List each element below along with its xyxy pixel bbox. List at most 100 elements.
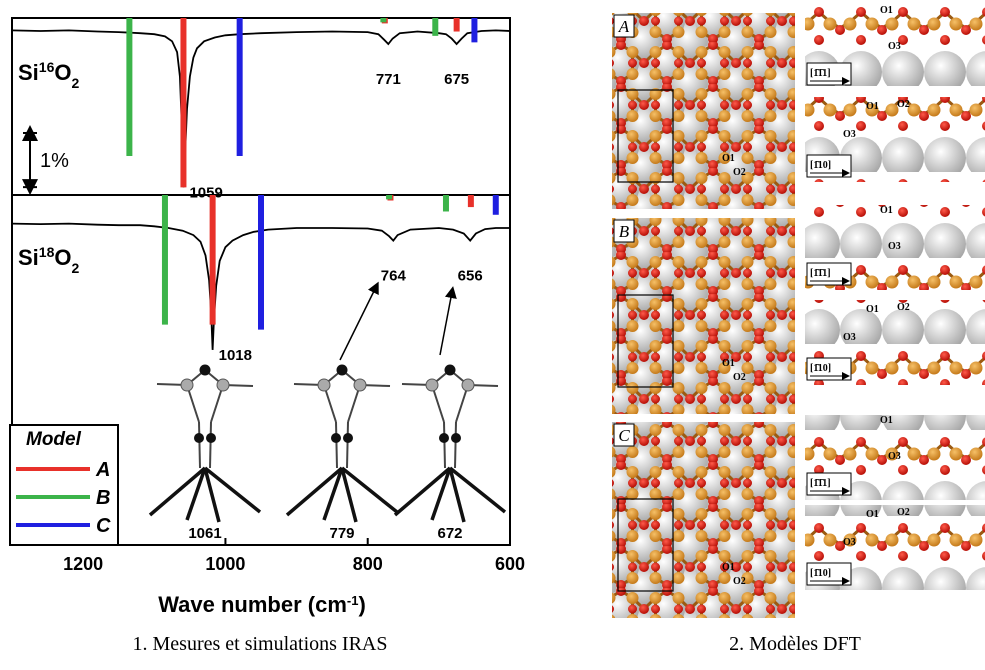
atom-label: O3: [843, 332, 856, 343]
atom-label: O1: [880, 5, 893, 16]
dft-models: A O1 O2 [1̄1̄1] O1 O3 [1̄10] O1 O2 O3 B O1 O2 [1̄1̄1]…: [612, 5, 985, 618]
unit-cell: [617, 498, 674, 592]
spectrum: [11, 29, 511, 188]
atom-label: O2: [897, 302, 910, 313]
atom-label: O2: [733, 372, 746, 383]
x-tick-label: 600: [495, 554, 525, 574]
legend-title: Model: [26, 429, 82, 450]
bond: [448, 467, 466, 523]
atom: [194, 433, 204, 443]
atom: [317, 378, 331, 392]
sample-part: O: [54, 245, 71, 270]
atom-label: O3: [888, 241, 901, 252]
peak-label: 764: [381, 268, 407, 285]
caption: 1. Mesures et simulations IRAS: [133, 633, 388, 655]
direction-label: [1̄1̄1]: [810, 268, 831, 279]
atom: [216, 378, 230, 392]
arrow: [339, 281, 379, 361]
atom: [439, 433, 449, 443]
atom-label: O2: [897, 99, 910, 110]
top-view: [612, 218, 795, 414]
mode-label: 672: [437, 525, 462, 542]
sample-part: 18: [39, 244, 55, 260]
direction-box: [806, 562, 852, 586]
bond: [285, 466, 344, 517]
atom: [180, 378, 194, 392]
x-tick-label: 1000: [205, 554, 245, 574]
bond: [454, 421, 457, 469]
atom-label: O2: [897, 507, 910, 518]
atom: [461, 378, 475, 392]
x-axis-label: Wave number (cm-1): [158, 592, 366, 617]
sample-part: 16: [39, 59, 55, 75]
atom-label: O1: [722, 358, 735, 369]
direction-label: [1̄1̄1]: [810, 68, 831, 79]
atom-label: O1: [880, 415, 893, 426]
atom: [206, 433, 216, 443]
atom-label: O1: [866, 509, 879, 520]
atom: [444, 364, 456, 376]
peak-label: 675: [444, 71, 469, 88]
bond: [346, 421, 349, 469]
atom: [353, 378, 367, 392]
label-box: [613, 219, 635, 243]
atom: [425, 378, 439, 392]
peak-label: 1018: [219, 347, 252, 364]
direction-box: [806, 62, 852, 86]
molecule: [393, 364, 507, 523]
bond: [443, 421, 446, 469]
sample-part: O: [54, 60, 71, 85]
bond: [448, 466, 507, 514]
sample-part: 2: [72, 75, 80, 91]
atom-label: O1: [866, 304, 879, 315]
atom: [331, 433, 341, 443]
atom-label: O2: [733, 167, 746, 178]
legend-label: C: [96, 515, 111, 537]
bond: [340, 467, 358, 523]
label-box: [613, 14, 635, 38]
atom: [199, 364, 211, 376]
direction-label: [1̄10]: [810, 160, 831, 171]
atom-label: O3: [843, 129, 856, 140]
sample-part: Si: [18, 245, 39, 270]
molecule: [148, 364, 262, 523]
peak-label: 1059: [189, 184, 222, 201]
bond: [203, 466, 262, 514]
bond: [335, 421, 338, 469]
bond: [148, 466, 207, 517]
sample-part: 2: [72, 260, 80, 276]
x-tick-label: 1200: [63, 554, 103, 574]
direction-label: [1̄10]: [810, 363, 831, 374]
caption: 2. Modèles DFT: [729, 633, 861, 655]
bond: [203, 467, 221, 523]
unit-cell: [617, 294, 674, 388]
legend-label: B: [96, 487, 110, 509]
spectrum: [11, 222, 510, 350]
atom-label: O3: [843, 537, 856, 548]
direction-box: [806, 357, 852, 381]
model-label: B: [619, 222, 630, 241]
direction-label: [1̄1̄1]: [810, 478, 831, 489]
mode-label: 779: [329, 525, 354, 542]
bond: [185, 467, 207, 521]
unit-cell: [617, 89, 674, 183]
direction-label: [1̄10]: [810, 568, 831, 579]
direction-box: [806, 154, 852, 178]
sample-label: Si18O2: [18, 244, 80, 276]
label-box: [613, 423, 635, 447]
top-view: [612, 422, 795, 618]
scale-label: 1%: [40, 150, 69, 172]
direction-box: [806, 262, 852, 286]
molecule: [285, 364, 399, 523]
bond: [430, 467, 452, 521]
sample-part: Si: [18, 60, 39, 85]
x-label-part: -1: [347, 593, 359, 608]
atom-label: O3: [888, 451, 901, 462]
model-label: A: [618, 17, 630, 36]
chart-frame: [11, 17, 511, 546]
atom-label: O1: [866, 101, 879, 112]
atom: [336, 364, 348, 376]
atom-label: O1: [880, 205, 893, 216]
bond: [393, 466, 452, 517]
